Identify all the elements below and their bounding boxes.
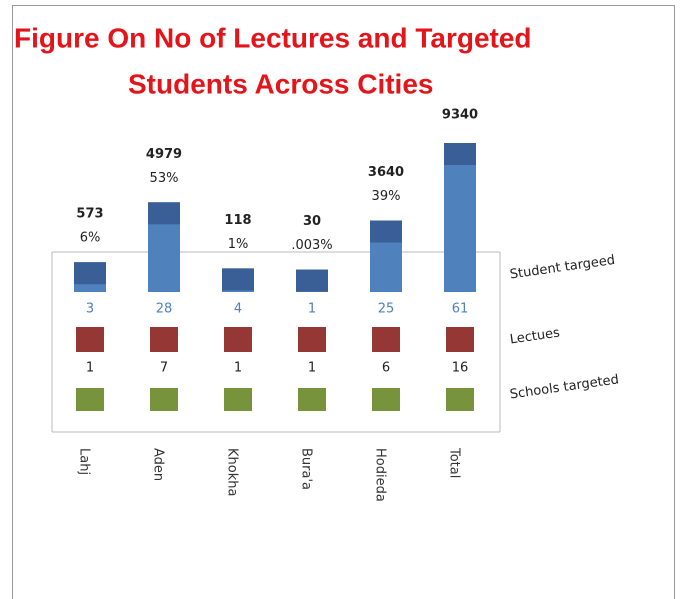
row-label: Schools targeted <box>509 372 620 402</box>
share-label: 39% <box>372 189 401 204</box>
school-tile <box>372 388 400 411</box>
x-tick-label: Aden <box>151 448 166 481</box>
school-tile <box>76 388 104 411</box>
chart-title: Students Across Cities <box>128 68 433 99</box>
bar <box>444 143 476 292</box>
bar-cap <box>222 268 254 291</box>
bar-cap <box>370 220 402 243</box>
school-tile <box>224 388 252 411</box>
x-tick-label: Hodieda <box>373 448 388 502</box>
row-label: Lectues <box>509 326 561 348</box>
lecture-label: 28 <box>156 302 173 317</box>
plot-box <box>51 251 501 433</box>
chart-title: Figure On No of Lectures and Targeted <box>14 22 532 53</box>
school-label: 7 <box>160 361 168 376</box>
frame <box>12 5 675 599</box>
value-label: 9340 <box>442 108 478 123</box>
share-label: 53% <box>150 171 179 186</box>
x-tick-label: Total <box>447 447 462 478</box>
school-tile <box>150 388 178 411</box>
lecture-label: 25 <box>378 302 395 317</box>
bar-cap <box>74 262 106 285</box>
bar-cap <box>296 269 328 292</box>
lecture-tile <box>298 327 326 352</box>
school-label: 16 <box>452 361 469 376</box>
row-label: Student targeed <box>509 253 616 283</box>
lecture-tile <box>224 327 252 352</box>
x-tick-label: Lahj <box>77 448 92 475</box>
value-label: 118 <box>224 213 251 228</box>
bar-cap <box>444 143 476 165</box>
share-label: 6% <box>80 231 101 246</box>
lecture-tile <box>446 327 474 352</box>
value-label: 30 <box>303 214 321 229</box>
x-tick-label: Bura'a <box>299 448 314 490</box>
lecture-tile <box>372 327 400 352</box>
school-label: 6 <box>382 361 390 376</box>
school-tile <box>446 388 474 411</box>
lecture-label: 61 <box>452 302 469 317</box>
x-tick-label: Khokha <box>225 448 240 496</box>
school-label: 1 <box>86 361 94 376</box>
lecture-label: 4 <box>234 302 242 317</box>
lecture-label: 3 <box>86 302 94 317</box>
value-label: 3640 <box>368 165 404 180</box>
lecture-label: 1 <box>308 302 316 317</box>
lecture-tile <box>150 327 178 352</box>
value-label: 4979 <box>146 147 182 162</box>
value-label: 573 <box>76 207 103 222</box>
bar-cap <box>148 202 180 225</box>
school-label: 1 <box>308 361 316 376</box>
school-tile <box>298 388 326 411</box>
share-label: 1% <box>228 237 249 252</box>
school-label: 1 <box>234 361 242 376</box>
share-label: .003% <box>291 238 332 253</box>
lecture-tile <box>76 327 104 352</box>
